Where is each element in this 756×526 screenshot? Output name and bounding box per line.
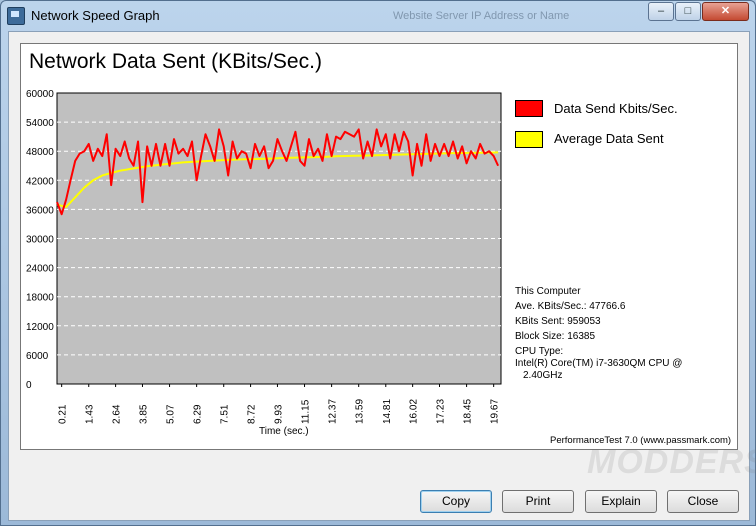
y-tick-label: 54000 [26,118,54,129]
watermark-logo: MODDERS inc [587,443,756,481]
y-tick-label: 6000 [26,351,49,362]
x-tick-label: 6.29 [193,404,204,424]
x-tick-label: 16.02 [409,399,420,424]
x-tick-label: 7.51 [220,404,231,424]
minimize-button[interactable]: – [648,2,674,21]
info-block-size: Block Size: 16385 [515,331,596,342]
info-kbits-sent: KBits Sent: 959053 [515,316,601,327]
x-tick-label: 3.85 [138,404,149,424]
window-title: Network Speed Graph [31,8,160,23]
y-tick-label: 36000 [26,205,54,216]
close-button[interactable]: Close [667,490,739,513]
info-heading: This Computer [515,286,581,297]
legend-label-data-send: Data Send Kbits/Sec. [554,101,678,116]
network-chart: 6000054000480004200036000300002400018000… [26,89,502,437]
print-button[interactable]: Print [502,490,574,513]
x-tick-label: 8.72 [247,404,258,424]
x-tick-label: 17.23 [436,399,447,424]
legend-swatch-data-send [515,100,543,117]
app-icon [7,7,25,25]
x-tick-label: 0.21 [58,404,69,424]
close-window-button[interactable]: ✕ [702,2,749,21]
info-cpu-line2: 2.40GHz [523,370,563,381]
x-tick-label: 14.81 [382,399,393,424]
performancetest-footer: PerformanceTest 7.0 (www.passmark.com) [550,435,732,446]
y-tick-label: 12000 [26,322,54,333]
y-tick-label: 60000 [26,89,54,100]
explain-button[interactable]: Explain [585,490,657,513]
copy-button[interactable]: Copy [420,490,492,513]
legend-label-average: Average Data Sent [554,131,664,146]
info-cpu-line1: Intel(R) Core(TM) i7-3630QM CPU @ [515,358,683,369]
title-bar[interactable]: Network Speed Graph Website Server IP Ad… [1,1,755,31]
info-cpu-label: CPU Type: [515,346,564,357]
x-axis-label: Time (sec.) [259,426,309,437]
background-window-text: Website Server IP Address or Name [393,10,570,22]
x-tick-label: 9.93 [273,404,284,424]
y-tick-label: 48000 [26,147,54,158]
y-tick-label: 42000 [26,176,54,187]
x-tick-label: 13.59 [355,399,366,424]
x-tick-label: 18.45 [463,399,474,424]
legend-swatch-average [515,131,543,148]
x-tick-label: 11.15 [301,399,312,424]
series-line-average [56,151,499,208]
dialog-client-area: Network Data Sent (KBits/Sec.) 60000 5400… [8,31,756,521]
graph-panel: Network Data Sent (KBits/Sec.) 60000 5400… [20,43,738,450]
series-line-data-send [56,128,500,216]
x-tick-label: 1.43 [85,404,96,424]
y-tick-label: 18000 [26,293,54,304]
y-tick-label: 0 [26,380,32,391]
x-tick-label: 5.07 [166,404,177,424]
graph-title: Network Data Sent (KBits/Sec.) [29,50,322,73]
x-tick-label: 2.64 [112,404,123,424]
maximize-button[interactable]: □ [675,2,701,21]
info-average-kbits: Ave. KBits/Sec.: 47766.6 [515,301,626,312]
x-tick-label: 19.67 [490,399,501,424]
x-tick-label: 12.37 [328,399,339,424]
y-tick-label: 30000 [26,235,54,246]
y-tick-label: 24000 [26,264,54,275]
